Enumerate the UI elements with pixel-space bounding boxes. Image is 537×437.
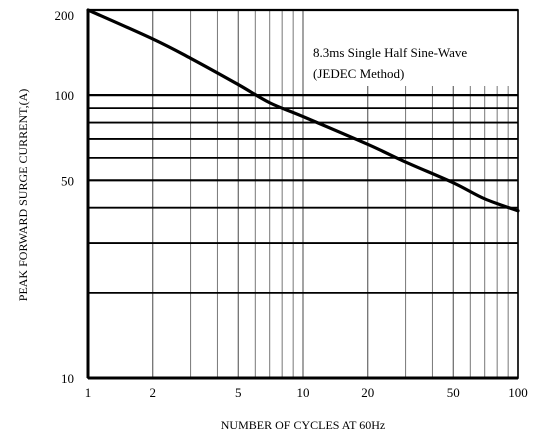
y-tick-label: 200 [55,8,75,23]
series-layer [86,8,520,213]
x-axis-label: NUMBER OF CYCLES AT 60Hz [221,418,385,432]
x-tick-label: 50 [447,385,460,400]
x-tick-label: 5 [235,385,242,400]
x-tick-label: 20 [361,385,374,400]
annotation-text: (JEDEC Method) [313,66,404,81]
tick-labels: 1 2 5 10 20 50 100 10 50 100 200 [55,8,528,400]
plot-frame [86,9,519,380]
x-tick-label: 2 [149,385,156,400]
grid [87,8,519,380]
x-tick-label: 1 [85,385,92,400]
series-line [86,8,520,213]
y-tick-label: 50 [61,173,74,188]
y-axis-label: PEAK FORWARD SURGE CURRENT,(A) [16,89,30,301]
x-tick-label: 100 [508,385,528,400]
annotation: 8.3ms Single Half Sine-Wave (JEDEC Method… [313,45,467,81]
y-tick-label: 100 [55,88,75,103]
x-tick-label: 10 [297,385,310,400]
annotation-text: 8.3ms Single Half Sine-Wave [313,45,467,60]
y-tick-label: 10 [61,371,74,386]
